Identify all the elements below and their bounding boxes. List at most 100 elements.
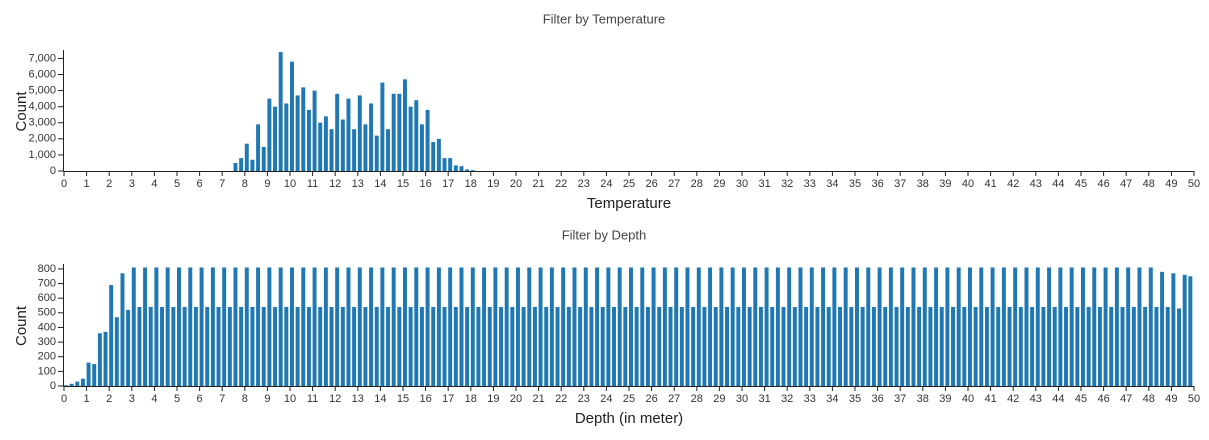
bar [425,267,430,386]
bar [566,306,571,386]
bar [476,306,481,386]
bar [1114,267,1119,386]
bar [369,103,374,171]
bar [640,267,645,386]
bar [233,267,238,386]
x-tick-label: 3 [129,393,135,405]
bar [815,306,820,386]
bar [177,267,181,386]
y-tick-label: 400 [38,321,56,333]
bar [419,306,424,386]
x-tick-label: 41 [984,178,996,190]
x-tick-label: 28 [691,178,703,190]
bar [843,267,848,386]
bar [318,122,323,171]
bar [1131,306,1136,386]
bar [374,306,379,386]
bar [290,61,294,171]
bar [188,267,193,386]
bar [278,267,283,386]
bar [612,306,617,386]
y-tick-label: 800 [38,263,56,275]
bar [465,306,470,386]
x-tick-label: 11 [307,393,318,405]
x-tick-label: 42 [1007,393,1019,405]
bar [290,267,294,386]
x-tick-label: 8 [242,178,248,190]
bar [273,106,278,171]
bar [386,306,391,386]
bar [419,124,424,171]
bar [1109,306,1114,386]
x-tick-label: 12 [329,178,341,190]
bar [1013,267,1018,386]
bar [1035,267,1040,386]
y-tick-label: 2,000 [28,133,56,145]
bar [64,385,68,386]
x-tick-label: 37 [894,178,906,190]
bar [329,306,334,386]
bar [781,306,786,386]
bar [911,267,916,386]
bar [160,306,165,386]
bar [256,124,261,171]
bar [730,267,735,386]
bar [770,306,775,386]
x-tick-label: 17 [442,178,454,190]
bar [521,306,526,386]
x-tick-label: 16 [419,393,431,405]
bar [1188,276,1193,386]
x-tick-label: 28 [691,393,703,405]
y-tick-label: 7,000 [28,52,56,64]
bar [792,306,797,386]
x-tick-label: 14 [374,393,386,405]
bar [278,52,283,171]
x-tick-label: 44 [1052,393,1064,405]
bar [318,306,323,386]
bar [453,306,458,386]
bar [312,90,317,171]
bar [883,306,888,386]
bar [459,166,464,171]
bar [685,267,690,386]
x-tick-label: 43 [1030,393,1042,405]
x-tick-label: 8 [242,393,248,405]
bar [453,165,458,171]
bar [1064,306,1069,386]
bar [696,267,701,386]
x-tick-label: 13 [352,178,364,190]
x-tick-label: 30 [736,178,748,190]
bar [414,100,419,171]
bar [284,306,289,386]
bar [674,267,679,386]
bar [199,267,204,386]
bar [137,306,142,386]
bar [352,129,357,171]
bar [131,267,136,386]
x-tick-label: 20 [510,178,522,190]
x-tick-label: 16 [419,178,431,190]
bar [1097,306,1102,386]
x-tick-label: 9 [264,178,270,190]
bar [662,267,667,386]
x-tick-label: 44 [1052,178,1064,190]
bar [894,306,899,386]
x-tick-label: 47 [1120,178,1132,190]
x-tick-label: 46 [1097,178,1109,190]
x-tick-label: 17 [442,393,454,405]
bar [922,267,927,386]
bar [403,267,407,386]
x-tick-label: 35 [849,393,861,405]
bar [295,95,300,171]
bar [979,267,984,386]
bar [934,267,939,386]
bar [340,119,345,171]
bar [804,306,809,386]
x-tick-label: 23 [578,178,590,190]
bar [86,362,91,386]
x-tick-label: 39 [939,178,951,190]
y-tick-label: 200 [38,351,56,363]
bar [227,306,232,386]
x-tick-label: 21 [532,178,544,190]
